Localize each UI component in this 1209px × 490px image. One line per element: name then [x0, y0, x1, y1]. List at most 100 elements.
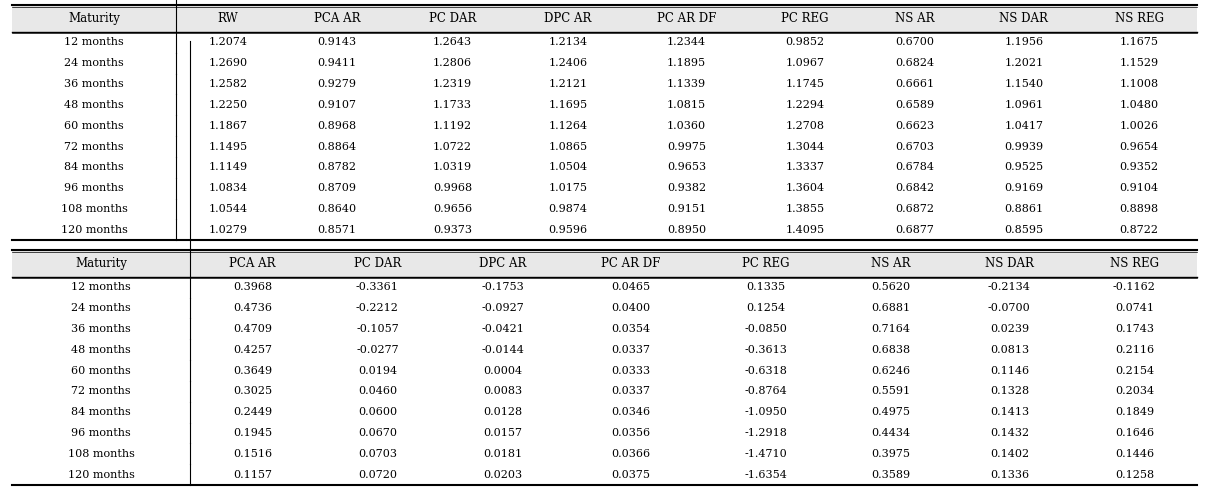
Bar: [12, 297, 1197, 318]
Text: -0.2134: -0.2134: [988, 282, 1031, 292]
Text: -0.0850: -0.0850: [745, 324, 787, 334]
Text: PC DAR: PC DAR: [354, 257, 401, 270]
Bar: [12, 360, 1197, 381]
Text: 0.9968: 0.9968: [433, 183, 473, 193]
Text: 60 months: 60 months: [71, 366, 131, 375]
Text: 0.9373: 0.9373: [433, 225, 472, 235]
Text: 1.3044: 1.3044: [786, 142, 825, 151]
Text: 0.3968: 0.3968: [233, 282, 272, 292]
Text: 0.0670: 0.0670: [358, 428, 397, 438]
Text: 1.1339: 1.1339: [667, 79, 706, 89]
Text: -0.0927: -0.0927: [481, 303, 523, 313]
Text: 0.0720: 0.0720: [358, 470, 397, 480]
Text: 12 months: 12 months: [71, 282, 131, 292]
Text: 0.0465: 0.0465: [612, 282, 650, 292]
Text: 1.2021: 1.2021: [1005, 58, 1043, 68]
Text: DPC AR: DPC AR: [479, 257, 526, 270]
Text: -0.0144: -0.0144: [481, 344, 523, 355]
Text: -0.3613: -0.3613: [745, 344, 787, 355]
Text: PCA AR: PCA AR: [229, 257, 276, 270]
Text: 1.0279: 1.0279: [208, 225, 248, 235]
Text: Maturity: Maturity: [75, 257, 127, 270]
Text: 0.3975: 0.3975: [872, 449, 910, 459]
Text: 0.0366: 0.0366: [612, 449, 650, 459]
Text: 0.1446: 0.1446: [1115, 449, 1153, 459]
Text: 0.9279: 0.9279: [318, 79, 357, 89]
Text: 0.4709: 0.4709: [233, 324, 272, 334]
Text: 72 months: 72 months: [64, 142, 125, 151]
Text: 0.8709: 0.8709: [318, 183, 357, 193]
Text: 1.0967: 1.0967: [786, 58, 825, 68]
Text: 48 months: 48 months: [71, 344, 131, 355]
Text: 36 months: 36 months: [64, 79, 125, 89]
Text: 0.9656: 0.9656: [433, 204, 473, 214]
Text: 0.9411: 0.9411: [318, 58, 357, 68]
Bar: [12, 318, 1197, 339]
Text: 1.2319: 1.2319: [433, 79, 473, 89]
Text: 0.1849: 0.1849: [1115, 407, 1153, 417]
Text: 0.1254: 0.1254: [746, 303, 786, 313]
Text: 0.0354: 0.0354: [612, 324, 650, 334]
Bar: [12, 422, 1197, 443]
Text: 1.0722: 1.0722: [433, 142, 472, 151]
Text: RW: RW: [218, 12, 238, 25]
Text: 72 months: 72 months: [71, 386, 131, 396]
Text: 0.8968: 0.8968: [318, 121, 357, 131]
Text: 1.1495: 1.1495: [208, 142, 248, 151]
Text: 0.6700: 0.6700: [895, 37, 933, 48]
Text: 0.9596: 0.9596: [549, 225, 588, 235]
Text: NS REG: NS REG: [1115, 12, 1164, 25]
Bar: [12, 74, 1197, 95]
Text: 1.1529: 1.1529: [1120, 58, 1158, 68]
Text: 0.4975: 0.4975: [872, 407, 910, 417]
Text: 0.8864: 0.8864: [318, 142, 357, 151]
Text: 1.2121: 1.2121: [549, 79, 588, 89]
Text: 0.0741: 0.0741: [1115, 303, 1153, 313]
Text: 0.0128: 0.0128: [482, 407, 522, 417]
Text: 1.2074: 1.2074: [208, 37, 248, 48]
Text: 0.0337: 0.0337: [612, 386, 650, 396]
Text: 0.9939: 0.9939: [1005, 142, 1043, 151]
Text: 24 months: 24 months: [71, 303, 131, 313]
Text: 0.6842: 0.6842: [895, 183, 933, 193]
Text: 1.2134: 1.2134: [549, 37, 588, 48]
Text: 0.4736: 0.4736: [233, 303, 272, 313]
Text: NS AR: NS AR: [895, 12, 935, 25]
Text: 0.0813: 0.0813: [990, 344, 1029, 355]
Text: 0.5591: 0.5591: [872, 386, 910, 396]
Text: 0.9169: 0.9169: [1005, 183, 1043, 193]
Bar: [12, 32, 1197, 53]
Bar: [12, 443, 1197, 464]
Text: 0.9653: 0.9653: [667, 162, 706, 172]
Text: -0.1753: -0.1753: [481, 282, 523, 292]
Text: 0.9525: 0.9525: [1005, 162, 1043, 172]
Text: 0.9107: 0.9107: [318, 100, 357, 110]
Text: 108 months: 108 months: [68, 449, 134, 459]
Text: -1.0950: -1.0950: [745, 407, 787, 417]
Text: 1.1192: 1.1192: [433, 121, 473, 131]
Text: 1.2708: 1.2708: [786, 121, 825, 131]
Text: 0.1258: 0.1258: [1115, 470, 1153, 480]
Bar: [12, 402, 1197, 422]
Text: 0.0337: 0.0337: [612, 344, 650, 355]
Text: -0.1057: -0.1057: [355, 324, 399, 334]
Text: 1.0360: 1.0360: [667, 121, 706, 131]
Bar: [12, 277, 1197, 297]
Text: PC AR DF: PC AR DF: [656, 12, 716, 25]
Text: 0.9654: 0.9654: [1120, 142, 1158, 151]
Text: 0.2449: 0.2449: [233, 407, 272, 417]
Text: 0.2154: 0.2154: [1115, 366, 1153, 375]
Text: 0.1328: 0.1328: [990, 386, 1029, 396]
Text: 96 months: 96 months: [64, 183, 125, 193]
Text: 0.4257: 0.4257: [233, 344, 272, 355]
Text: 1.0175: 1.0175: [549, 183, 588, 193]
Text: 0.8571: 0.8571: [318, 225, 357, 235]
Text: 1.2806: 1.2806: [433, 58, 473, 68]
Bar: [12, 5, 1197, 32]
Text: 0.5620: 0.5620: [872, 282, 910, 292]
Text: 0.1157: 0.1157: [233, 470, 272, 480]
Text: 0.9352: 0.9352: [1120, 162, 1158, 172]
Text: 0.9975: 0.9975: [667, 142, 706, 151]
Text: -0.1162: -0.1162: [1113, 282, 1156, 292]
Text: 12 months: 12 months: [64, 37, 125, 48]
